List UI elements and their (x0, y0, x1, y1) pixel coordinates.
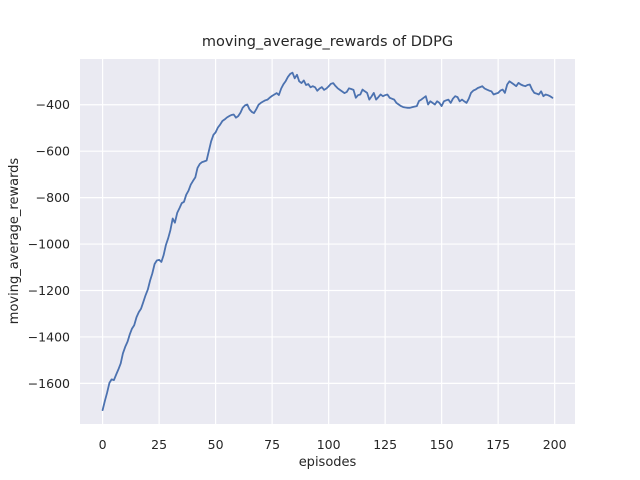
x-tick-label: 100 (317, 437, 341, 452)
y-tick-label: −600 (36, 144, 70, 159)
x-tick-label: 200 (543, 437, 567, 452)
x-tick-label: 0 (99, 437, 107, 452)
x-tick-label: 150 (430, 437, 454, 452)
y-tick-label: −400 (36, 97, 70, 112)
x-tick-label: 125 (373, 437, 397, 452)
y-tick-label: −1200 (28, 283, 70, 298)
y-tick-label: −1600 (28, 376, 70, 391)
x-axis-label: episodes (299, 455, 357, 470)
y-tick-label: −1400 (28, 329, 70, 344)
x-tick-label: 175 (486, 437, 510, 452)
reward-line (101, 71, 554, 412)
x-tick-label: 75 (264, 437, 280, 452)
x-tick-label: 25 (151, 437, 167, 452)
y-tick-label: −800 (36, 190, 70, 205)
y-axis-label: moving_average_rewards (7, 158, 22, 325)
x-tick-label: 50 (208, 437, 224, 452)
plot-area (80, 59, 575, 424)
y-tick-label: −1000 (28, 237, 70, 252)
chart-title: moving_average_rewards of DDPG (202, 34, 453, 50)
